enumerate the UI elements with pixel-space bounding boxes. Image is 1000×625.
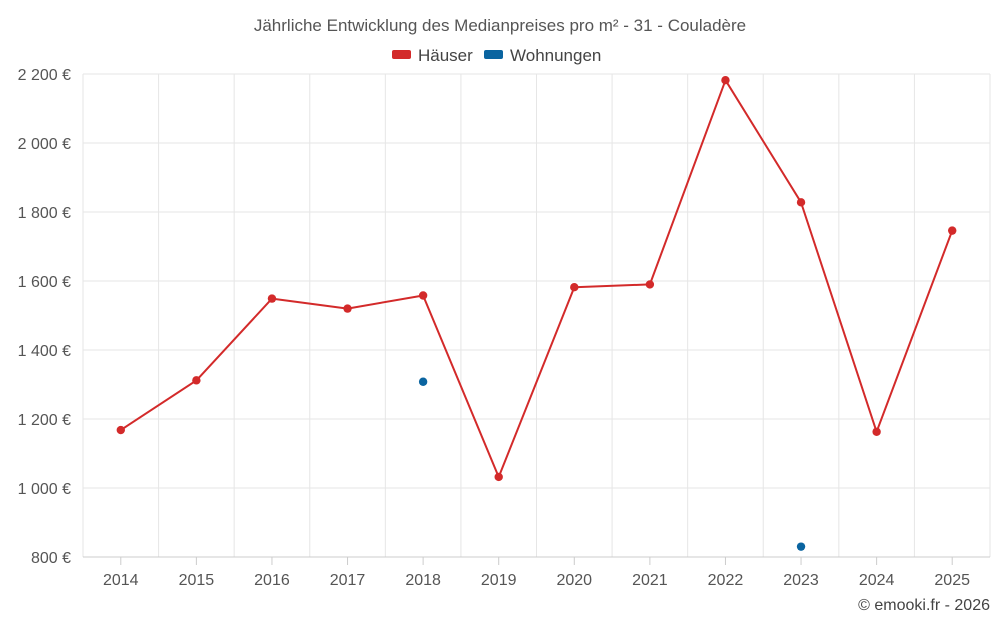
chart-title: Jährliche Entwicklung des Medianpreises … — [254, 16, 746, 35]
legend-item-wohnungen[interactable]: Wohnungen — [484, 46, 601, 65]
y-tick-label: 800 € — [31, 550, 71, 567]
x-tick-label: 2020 — [556, 572, 592, 589]
data-point-haeuser[interactable] — [418, 291, 428, 300]
legend-swatch-wohnungen — [484, 50, 503, 59]
y-tick-label: 1 600 € — [18, 274, 71, 291]
grid — [82, 73, 991, 557]
data-point-haeuser[interactable] — [796, 198, 806, 207]
data-point-haeuser[interactable] — [570, 283, 579, 292]
data-point-haeuser[interactable] — [343, 304, 352, 313]
y-tick-label: 1 800 € — [18, 205, 71, 222]
x-tick-label: 2022 — [708, 572, 744, 589]
series-wohnungen — [418, 377, 806, 551]
data-point-haeuser[interactable] — [872, 427, 881, 436]
x-tick-label: 2015 — [179, 572, 215, 589]
y-tick-label: 1 200 € — [18, 412, 71, 429]
data-point-haeuser[interactable] — [645, 280, 655, 289]
x-tick-label: 2019 — [481, 572, 517, 589]
x-tick-label: 2023 — [783, 572, 819, 589]
y-tick-label: 2 000 € — [18, 136, 71, 153]
data-point-haeuser[interactable] — [267, 294, 277, 303]
x-tick-label: 2017 — [330, 572, 366, 589]
y-tick-label: 1 400 € — [18, 343, 71, 360]
series-line-haeuser — [120, 79, 954, 478]
x-tick-label: 2018 — [405, 572, 441, 589]
x-tick-label: 2021 — [632, 572, 668, 589]
data-point-haeuser[interactable] — [494, 472, 503, 482]
data-point-haeuser[interactable] — [192, 376, 201, 385]
legend: Häuser Wohnungen — [392, 46, 601, 65]
series — [116, 76, 957, 551]
x-tick-label: 2014 — [103, 572, 139, 589]
legend-swatch-haeuser — [392, 50, 411, 59]
data-point-haeuser[interactable] — [721, 76, 730, 85]
y-tick-label: 1 000 € — [18, 481, 71, 498]
legend-item-haeuser[interactable]: Häuser — [392, 46, 473, 65]
data-point-haeuser[interactable] — [116, 425, 125, 435]
y-axis: 2 200 € 2 000 € 1 800 € 1 600 € 1 400 € 1 200… — [18, 67, 71, 567]
x-tick-label: 2016 — [254, 572, 290, 589]
data-point-haeuser[interactable] — [948, 226, 957, 235]
credit-text: © emooki.fr - 2026 — [858, 597, 990, 614]
data-point-wohnungen[interactable] — [796, 542, 806, 551]
legend-label-haeuser: Häuser — [418, 46, 473, 65]
x-tick-label: 2024 — [859, 572, 895, 589]
series-haeuser — [116, 76, 957, 482]
x-tick-label: 2025 — [934, 572, 970, 589]
legend-label-wohnungen: Wohnungen — [510, 46, 601, 65]
y-tick-label: 2 200 € — [18, 67, 71, 84]
data-point-wohnungen[interactable] — [418, 377, 428, 386]
x-axis: 2014 2015 2016 2017 2018 2019 2020 2021 2022 2023… — [83, 556, 990, 589]
